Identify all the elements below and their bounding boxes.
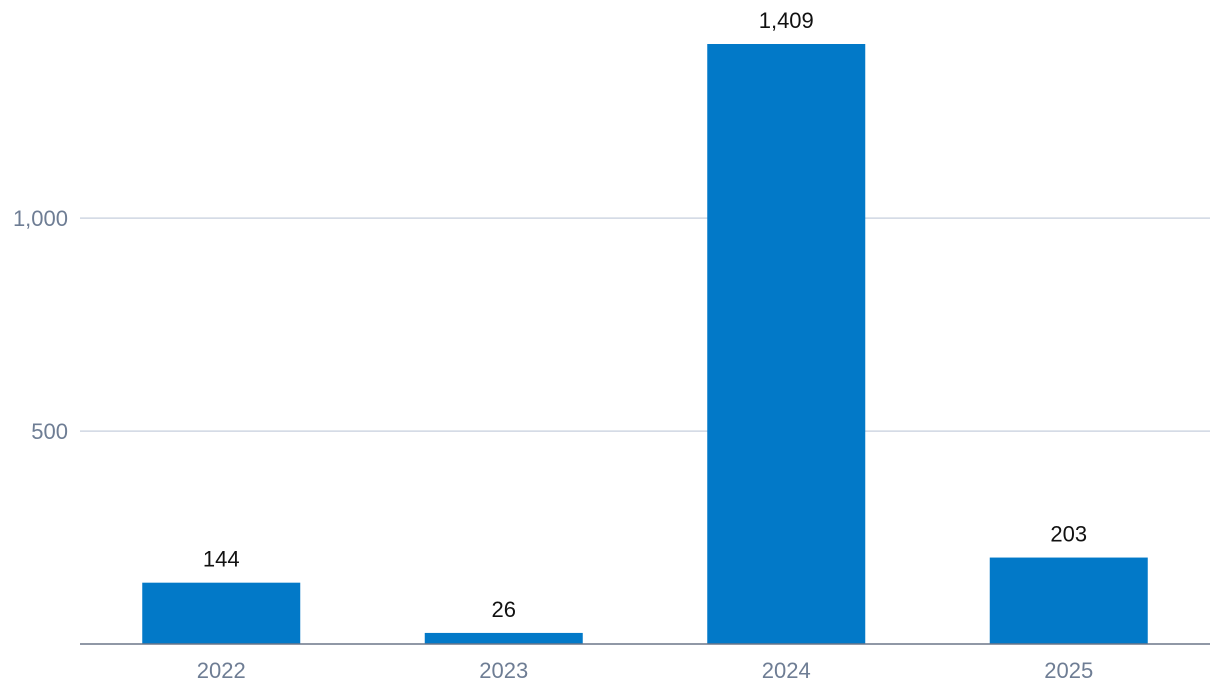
x-tick-label: 2024 [762,658,811,683]
data-label: 26 [492,597,516,622]
data-label: 144 [203,547,240,572]
bars [142,44,1148,644]
labels: 500 1,000 144 2022 26 2023 1,409 2024 203 2025 [13,8,1093,683]
bar-2025 [989,557,1148,644]
x-tick-label: 2022 [197,658,246,683]
x-tick-label: 2023 [479,658,528,683]
bar-2024 [707,44,866,644]
bar-2023 [424,632,583,644]
y-tick-label: 1,000 [13,206,68,231]
bar-2022 [142,582,301,644]
gridlines [80,217,1210,432]
x-tick-label: 2025 [1044,658,1093,683]
y-tick-label: 500 [31,419,68,444]
data-label: 203 [1050,522,1087,547]
data-label: 1,409 [759,8,814,33]
